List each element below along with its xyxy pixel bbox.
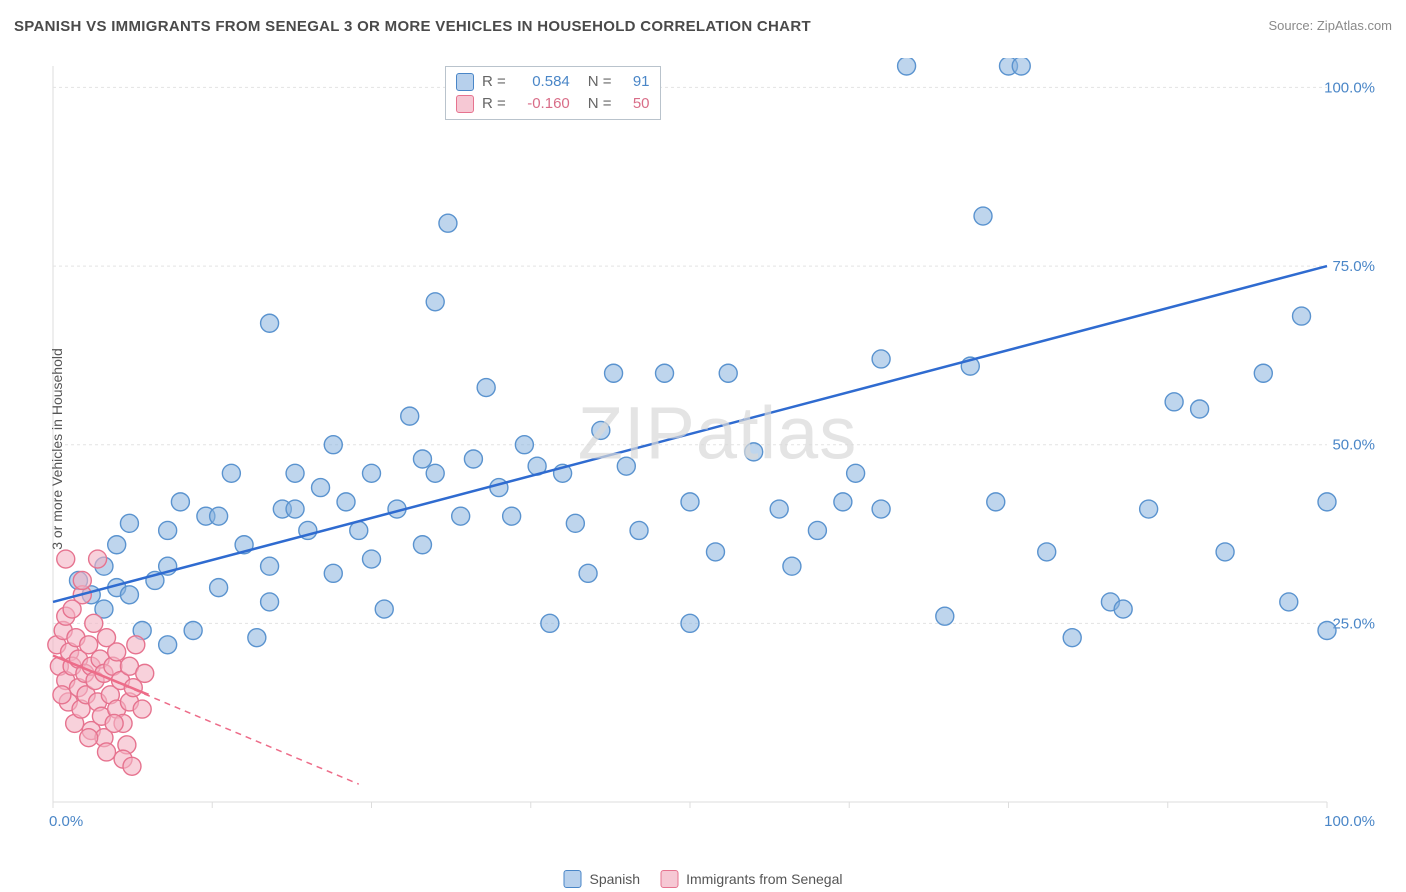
legend-label: Immigrants from Senegal (686, 871, 842, 887)
source-label: Source: ZipAtlas.com (1268, 18, 1392, 33)
svg-text:50.0%: 50.0% (1332, 437, 1375, 454)
legend-swatch (456, 95, 474, 113)
svg-text:0.0%: 0.0% (49, 813, 83, 830)
n-label: N = (588, 93, 612, 115)
r-label: R = (482, 93, 506, 115)
legend-swatch (660, 870, 678, 888)
y-axis-label: 3 or more Vehicles in Household (49, 348, 65, 550)
r-value: -0.160 (514, 93, 570, 115)
svg-text:75.0%: 75.0% (1332, 258, 1375, 275)
svg-text:100.0%: 100.0% (1324, 79, 1375, 96)
legend-swatch (564, 870, 582, 888)
svg-text:25.0%: 25.0% (1332, 615, 1375, 632)
scatter-chart: 25.0% 50.0% 75.0% 100.0% 0.0% 100.0% (45, 58, 1390, 840)
series-legend-item: Spanish (564, 870, 641, 888)
legend-swatch (456, 73, 474, 91)
legend-label: Spanish (590, 871, 641, 887)
r-value: 0.584 (514, 71, 570, 93)
correlation-legend-row: R = 0.584 N = 91 (456, 71, 650, 93)
n-value: 50 (620, 93, 650, 115)
svg-text:100.0%: 100.0% (1324, 813, 1375, 830)
r-label: R = (482, 71, 506, 93)
page-title: SPANISH VS IMMIGRANTS FROM SENEGAL 3 OR … (14, 18, 811, 35)
correlation-legend-box: R = 0.584 N = 91 R = -0.160 N = 50 (445, 66, 661, 120)
correlation-legend-row: R = -0.160 N = 50 (456, 93, 650, 115)
n-value: 91 (620, 71, 650, 93)
series-legend: Spanish Immigrants from Senegal (564, 870, 843, 888)
n-label: N = (588, 71, 612, 93)
series-legend-item: Immigrants from Senegal (660, 870, 842, 888)
